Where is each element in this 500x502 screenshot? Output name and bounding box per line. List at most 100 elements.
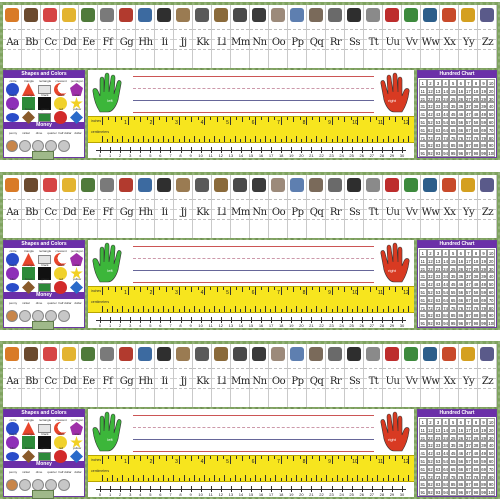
hundred-chart-cell: 60	[487, 118, 495, 126]
hundred-chart-cell: 24	[441, 264, 450, 273]
alphabet-picture-icon	[328, 347, 342, 361]
guide-line	[22, 388, 40, 389]
hundred-chart-cell: 86	[456, 311, 465, 320]
alphabet-picture-icon	[366, 178, 380, 192]
diamond-shape-icon	[22, 450, 35, 463]
ruler-cm-tick	[132, 306, 134, 312]
hundred-chart-cell: 71	[419, 133, 427, 142]
hundred-chart-cell: 85	[449, 141, 457, 150]
shape-label: brown	[24, 446, 34, 450]
ruler-inch-number: 5	[226, 459, 229, 465]
hundred-chart-cell: 33	[434, 102, 442, 111]
alphabet-cell: Qq	[307, 175, 326, 238]
guide-line	[383, 219, 401, 220]
guide-line	[269, 49, 287, 50]
hundred-chart-cell: 61	[419, 125, 427, 134]
alphabet-cell: Tt	[364, 175, 383, 238]
ruler-cm-tick	[260, 478, 262, 481]
ruler-cm-tick	[336, 136, 338, 142]
guide-line	[174, 388, 192, 389]
ruler-tick	[331, 456, 333, 464]
hundred-chart-cell: 92	[426, 319, 435, 327]
ruler-tick	[127, 287, 129, 295]
hand-label: right	[388, 268, 396, 273]
ruler-cm-tick	[280, 478, 282, 481]
alphabet-cell: Qq	[307, 5, 326, 68]
ruler-tick	[293, 287, 295, 292]
shape-label: black	[41, 263, 49, 267]
hundred-chart-cell: 12	[426, 425, 435, 434]
alphabet-picture-icon	[461, 178, 475, 192]
number-line-number: 26	[359, 153, 364, 158]
guide-line	[212, 219, 230, 220]
ruler-tick	[121, 287, 123, 290]
alphabet-cell: Ee	[79, 344, 98, 407]
guide-line	[79, 219, 97, 220]
hundred-chart-cell: 70	[487, 295, 495, 304]
alphabet-letter: Ww	[421, 207, 440, 218]
guide-line	[155, 209, 173, 210]
hundred-chart-cell: 12	[426, 86, 435, 95]
hundred-chart-cell: 98	[472, 488, 480, 496]
ruler-cm-tick	[107, 478, 109, 481]
ruler-tick	[286, 117, 288, 120]
hundred-chart-cell: 30	[487, 433, 495, 442]
number-line-tick	[150, 317, 152, 323]
guide-line	[231, 388, 249, 389]
alphabet-row: Aa Bb Cc Dd Ee Ff Gg Hh Ii Jj Kk Ll Mm Nn Oo Pp Qq Rr Ss Tt…	[3, 344, 497, 407]
alphabet-picture-icon	[43, 8, 57, 22]
ruler-cm-tick	[331, 309, 333, 312]
number-line-tick	[120, 486, 122, 492]
number-line-number: 6	[159, 323, 162, 328]
hundred-chart-cell: 81	[419, 141, 427, 150]
hundred-chart-cell: 48	[472, 280, 480, 288]
ruler-tick	[216, 287, 218, 292]
ruler-inch-number: 11	[377, 290, 384, 296]
alphabet-letter: Ff	[102, 376, 113, 387]
ruler-tick	[248, 117, 250, 120]
alphabet-letter: Bb	[25, 37, 38, 48]
ruler-cm-tick	[163, 136, 165, 142]
guide-line	[3, 29, 21, 30]
hundred-chart-cell: 94	[441, 149, 450, 157]
guide-line	[98, 378, 116, 379]
alphabet-cell: Rr	[326, 5, 345, 68]
ruler-cm-tick	[204, 306, 205, 312]
number-line-number: 30	[399, 492, 405, 497]
hundred-chart-cell: 6	[456, 249, 465, 257]
guide-line	[326, 199, 344, 200]
guide-line	[193, 219, 211, 220]
diamond-shape-icon	[22, 281, 35, 294]
ruler-tick	[216, 456, 218, 461]
ruler-cm-tick	[122, 306, 124, 312]
number-line-number: 26	[359, 492, 364, 497]
shape-label: pentagon	[70, 79, 84, 83]
guide-line	[288, 388, 306, 389]
hundred-chart-cell: 51	[419, 288, 427, 296]
hundred-chart-cell: 32	[426, 441, 435, 450]
hundred-chart-cell: 82	[426, 480, 435, 489]
hundred-chart-cell: 16	[456, 86, 465, 95]
number-line-tick	[361, 486, 363, 492]
alphabet-cell: Ff	[98, 175, 117, 238]
alphabet-picture-icon	[480, 178, 494, 192]
hundred-chart-cell: 34	[441, 102, 450, 111]
hundred-chart-cell: 37	[464, 441, 473, 450]
guide-line	[60, 378, 78, 379]
number-line-tick	[140, 147, 142, 153]
guide-line	[421, 49, 439, 50]
ruler-tick	[325, 287, 327, 290]
hundred-chart-cell: 38	[472, 272, 480, 281]
guide-line	[383, 388, 401, 389]
number-line-tick	[331, 486, 333, 492]
ruler-cm-tick	[132, 475, 134, 481]
guide-line	[212, 209, 230, 210]
alphabet-picture-icon	[176, 8, 190, 22]
alphabet-picture-icon	[62, 347, 76, 361]
hundred-chart-cell: 56	[456, 288, 465, 296]
coin-label: penny	[8, 131, 18, 135]
ruler-inch-number: 7	[277, 290, 280, 296]
coin-label: half dollar	[58, 470, 72, 474]
guide-line	[326, 388, 344, 389]
hundred-chart-cell: 83	[434, 480, 442, 489]
